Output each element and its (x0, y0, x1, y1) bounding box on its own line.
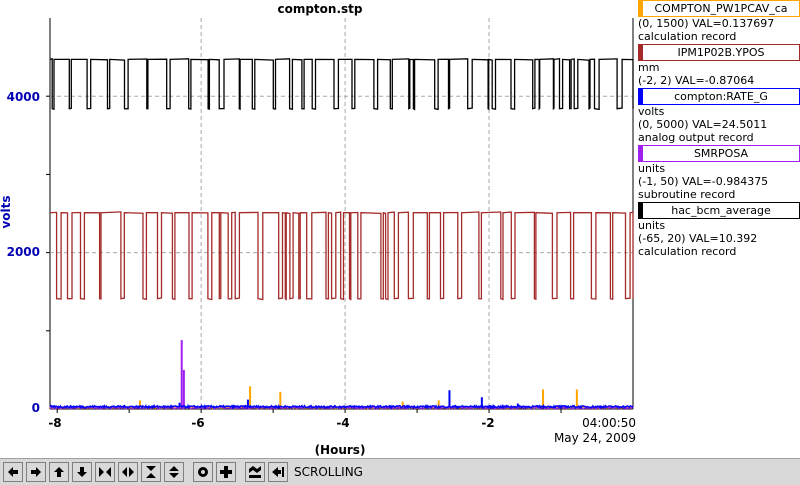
legend-record: calculation record (638, 30, 737, 43)
stripchart[interactable]: compton.stp 4000 2000 0 volts -8 -6 -4 -… (0, 0, 800, 458)
zoom-in-y-icon (146, 466, 156, 478)
x-tick-label: -6 (191, 416, 205, 430)
legend-item-label[interactable]: SMRPOSA (638, 145, 800, 162)
zoom-out-y-button[interactable] (164, 462, 184, 482)
zoom-out-x-icon (122, 467, 134, 477)
legend-item[interactable]: COMPTON_PW1PCAV_ca (0, 1500) VAL=0.13769… (638, 0, 800, 43)
auto-scale-icon (249, 466, 261, 478)
legend-range: (-65, 20) VAL=10.392 (638, 232, 758, 245)
legend-range: (0, 5000) VAL=24.5011 (638, 118, 768, 131)
go-end-button[interactable] (268, 462, 288, 482)
series-line-hac-bcm-average (49, 57, 634, 111)
zoom-out-x-button[interactable] (118, 462, 138, 482)
zoom-in-x-button[interactable] (95, 462, 115, 482)
legend-units: mm (638, 61, 660, 74)
zoom-in-x-icon (99, 467, 111, 477)
series-line-ipm1p02b-ypos (49, 211, 634, 301)
y-axis-label: volts (0, 195, 13, 229)
legend-item[interactable]: compton:RATE_G volts (0, 5000) VAL=24.50… (638, 88, 800, 144)
y-tick-label: 2000 (6, 245, 40, 259)
legend-record: analog output record (638, 131, 754, 144)
chart-title: compton.stp (277, 2, 363, 16)
y-tick-label: 0 (31, 401, 40, 415)
arrow-down-icon (77, 467, 87, 477)
arrow-left-icon (8, 467, 18, 477)
pan-left-button[interactable] (3, 462, 23, 482)
legend-item[interactable]: SMRPOSA units (-1, 50) VAL=-0.984375 sub… (638, 145, 800, 201)
stop-button[interactable] (193, 462, 213, 482)
legend-record: calculation record (638, 245, 737, 258)
legend-units: units (638, 219, 666, 232)
legend-range: (-2, 2) VAL=-0.87064 (638, 74, 755, 87)
legend-item[interactable]: hac_bcm_average units (-65, 20) VAL=10.3… (638, 202, 800, 258)
legend-item[interactable]: IPM1P02B.YPOS mm (-2, 2) VAL=-0.87064 (638, 44, 800, 87)
zoom-in-y-button[interactable] (141, 462, 161, 482)
go-end-icon (272, 467, 284, 477)
x-axis-label: (Hours) (314, 443, 366, 457)
legend-units: units (638, 162, 666, 175)
legend-record: subroutine record (638, 188, 736, 201)
legend-swatch (639, 146, 643, 161)
time-readout: 04:00:50 (582, 416, 636, 430)
legend-swatch (639, 1, 643, 16)
plot-canvas[interactable] (0, 0, 800, 458)
record-circle-icon (198, 467, 208, 477)
add-button[interactable] (216, 462, 236, 482)
legend-item-label[interactable]: hac_bcm_average (638, 202, 800, 219)
zoom-out-y-icon (169, 466, 179, 478)
legend-item-label[interactable]: compton:RATE_G (638, 88, 800, 105)
y-tick-label: 4000 (6, 90, 40, 104)
legend-range: (0, 1500) VAL=0.137697 (638, 17, 775, 30)
series-line-compton-rate-g (49, 403, 634, 410)
legend-item-label[interactable]: IPM1P02B.YPOS (638, 44, 800, 61)
legend-item-label[interactable]: COMPTON_PW1PCAV_ca (638, 0, 800, 17)
legend-units: volts (638, 105, 665, 118)
arrow-up-icon (54, 467, 64, 477)
date-readout: May 24, 2009 (553, 431, 636, 445)
toolbar: SCROLLING (0, 458, 800, 485)
legend: COMPTON_PW1PCAV_ca (0, 1500) VAL=0.13769… (638, 0, 800, 259)
plus-icon (220, 466, 232, 478)
auto-scale-button[interactable] (245, 462, 265, 482)
status-text: SCROLLING (294, 465, 363, 479)
legend-swatch (639, 89, 643, 104)
x-tick-label: -4 (336, 416, 350, 430)
legend-range: (-1, 50) VAL=-0.984375 (638, 175, 769, 188)
x-tick-label: -8 (48, 416, 62, 430)
legend-swatch (639, 45, 643, 60)
pan-up-button[interactable] (49, 462, 69, 482)
arrow-right-icon (31, 467, 41, 477)
pan-down-button[interactable] (72, 462, 92, 482)
legend-swatch (639, 203, 643, 218)
pan-right-button[interactable] (26, 462, 46, 482)
x-tick-label: -2 (481, 416, 495, 430)
